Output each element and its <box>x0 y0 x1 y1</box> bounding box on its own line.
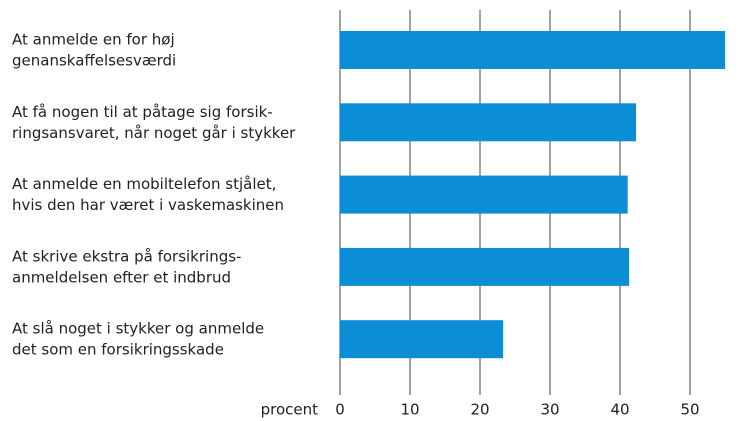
y-tick-label: At anmelde en for høj genanskaffelsesværd… <box>12 30 176 69</box>
x-tick-label: 50 <box>680 401 699 419</box>
y-tick-label: At anmelde en mobiltelefon stjålet, hvis … <box>12 175 284 214</box>
bar <box>340 103 637 142</box>
bar <box>340 320 504 359</box>
x-tick-label: 40 <box>610 401 629 419</box>
x-axis-label: procent <box>261 401 319 419</box>
bar <box>340 31 725 69</box>
y-tick-label: At skrive ekstra på forsikrings-anmeldel… <box>12 247 241 286</box>
x-tick-label: 30 <box>540 401 559 419</box>
y-tick-label: At slå noget i stykker og anmelde det som… <box>12 319 264 358</box>
bar <box>340 247 630 286</box>
x-tick-label: 10 <box>400 401 419 419</box>
y-tick-label: At få nogen til at påtage sig forsik-rin… <box>12 102 296 141</box>
x-tick-label: 0 <box>335 401 345 419</box>
bar <box>340 175 628 214</box>
x-tick-label: 20 <box>470 401 489 419</box>
